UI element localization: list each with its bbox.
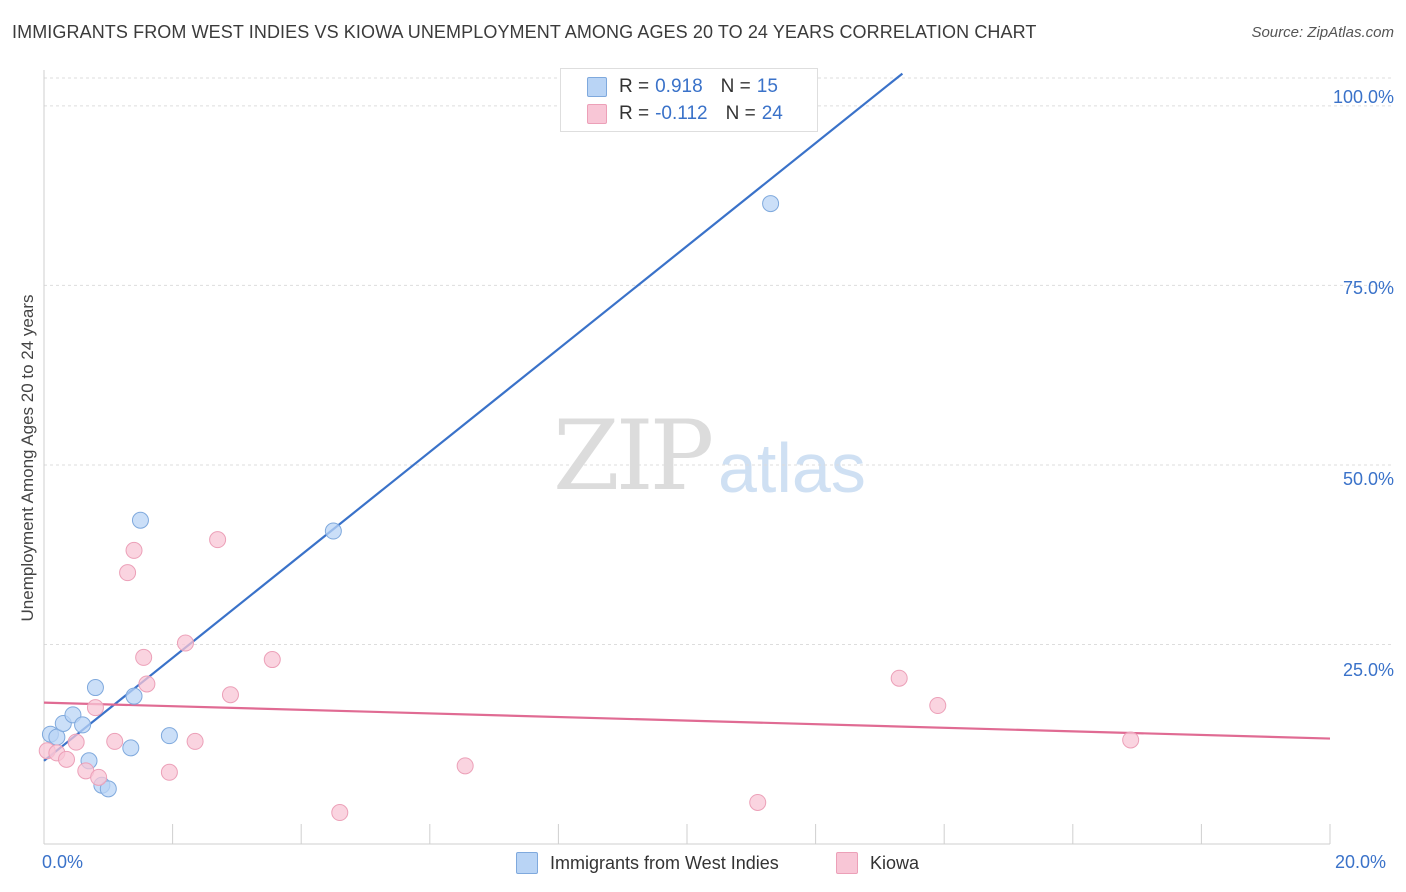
y-axis-label: Unemployment Among Ages 20 to 24 years <box>18 294 37 622</box>
data-point-west-indies <box>324 522 342 540</box>
bottom-legend-kiowa: Kiowa <box>836 852 919 874</box>
legend-r-value: -0.112 <box>655 103 708 124</box>
data-point-west-indies <box>99 780 117 798</box>
data-point-kiowa <box>58 750 76 768</box>
data-point-west-indies <box>125 687 143 705</box>
data-point-west-indies <box>86 679 104 697</box>
bottom-swatch-west-indies <box>516 852 538 874</box>
data-point-west-indies <box>762 195 780 213</box>
data-point-west-indies <box>160 727 178 745</box>
data-point-kiowa <box>67 733 85 751</box>
data-point-kiowa <box>90 768 108 786</box>
data-point-west-indies <box>131 511 149 529</box>
data-point-kiowa <box>106 732 124 750</box>
y-tick-label-75: 75.0% <box>1342 278 1394 298</box>
y-tick-label-25: 25.0% <box>1342 660 1394 680</box>
data-point-kiowa <box>890 669 908 687</box>
chart-title: IMMIGRANTS FROM WEST INDIES VS KIOWA UNE… <box>12 22 1037 42</box>
data-point-kiowa <box>749 793 767 811</box>
data-point-kiowa <box>186 732 204 750</box>
axes <box>43 70 1331 845</box>
data-point-kiowa <box>135 648 153 666</box>
legend-n-label: N = <box>725 103 756 124</box>
source-credit: Source: ZipAtlas.com <box>1251 24 1394 41</box>
data-point-kiowa <box>119 564 137 582</box>
trend-line-kiowa <box>43 701 1331 740</box>
legend-r-value: 0.918 <box>655 76 703 97</box>
legend-row-kiowa: R = -0.112 N = 24 <box>587 102 783 126</box>
legend-swatch-kiowa <box>587 104 607 124</box>
data-point-kiowa <box>1122 731 1140 749</box>
x-tick-label-min: 0.0% <box>42 852 84 872</box>
data-point-kiowa <box>86 699 104 717</box>
bottom-legend-label: Immigrants from West Indies <box>550 852 779 873</box>
bottom-legend-label: Kiowa <box>870 852 920 873</box>
data-point-west-indies <box>122 739 140 757</box>
data-point-kiowa <box>331 804 349 822</box>
x-tick-label-max: 20.0% <box>1335 852 1387 872</box>
legend-swatch-west-indies <box>587 77 607 97</box>
bottom-legend-west-indies: Immigrants from West Indies <box>516 852 779 874</box>
grid-lines <box>44 77 1394 645</box>
legend-r-label: R = <box>619 103 650 124</box>
trend-lines <box>43 72 1331 762</box>
data-point-kiowa <box>263 651 281 669</box>
data-point-kiowa <box>456 757 474 775</box>
data-point-kiowa <box>176 634 194 652</box>
data-points <box>38 195 1140 822</box>
data-point-kiowa <box>209 531 227 549</box>
watermark-atlas: atlas <box>718 429 866 507</box>
data-point-kiowa <box>160 763 178 781</box>
legend-row-west-indies: R = 0.918 N = 15 <box>587 75 778 99</box>
trend-line-west-indies <box>43 72 904 762</box>
data-point-kiowa <box>138 675 156 693</box>
y-tick-label-100: 100.0% <box>1332 87 1394 107</box>
data-point-west-indies <box>74 716 92 734</box>
legend-n-label: N = <box>720 76 751 97</box>
legend-n-value: 24 <box>761 103 783 124</box>
legend-n-value: 15 <box>756 76 778 97</box>
y-tick-label-50: 50.0% <box>1342 469 1394 489</box>
data-point-kiowa <box>221 686 239 704</box>
data-point-kiowa <box>125 541 143 559</box>
data-point-kiowa <box>929 697 947 715</box>
bottom-swatch-kiowa <box>836 852 858 874</box>
correlation-legend: R = 0.918 N = 15 R = -0.112 N = 24 <box>560 68 818 132</box>
legend-r-label: R = <box>619 76 650 97</box>
watermark-zip: ZIP <box>553 400 714 512</box>
